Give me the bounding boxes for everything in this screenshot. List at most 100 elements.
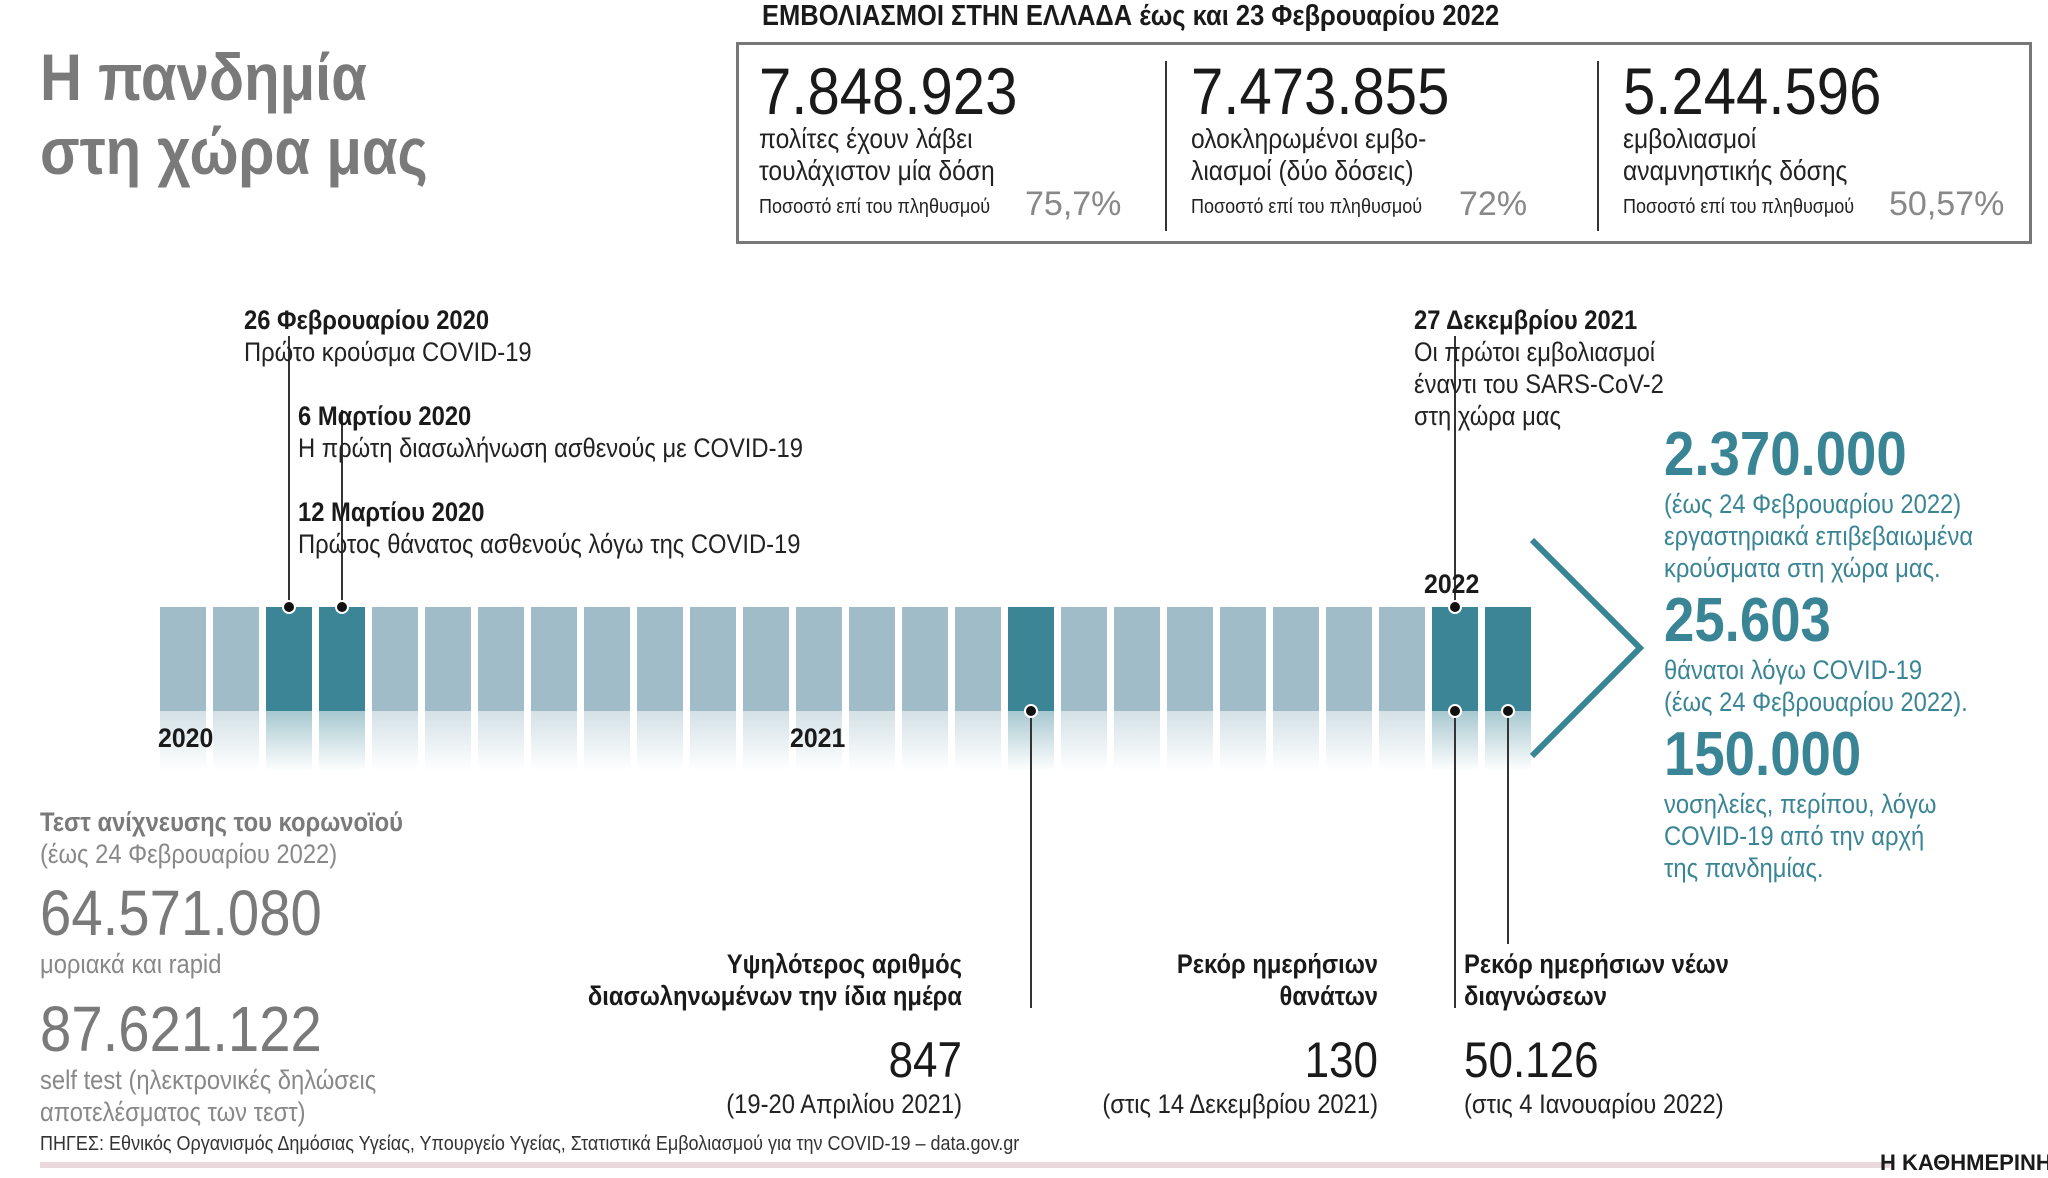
tests-number-self-test: 87.621.122 bbox=[40, 993, 322, 1065]
total-text-line: θάνατοι λόγω COVID-19 bbox=[1664, 655, 1923, 685]
chevron-icon bbox=[1529, 537, 1645, 759]
total-text-line: κρούσματα στη χώρα μας. bbox=[1664, 553, 1941, 583]
vaccination-description: ολοκληρωμένοι εμβο- λιασμοί (δύο δόσεις) bbox=[1191, 123, 1561, 187]
timeline-month-bar bbox=[1432, 607, 1478, 711]
publisher-logo: Η ΚΑΘΗΜΕΡΙΝΗ bbox=[1880, 1150, 2048, 1175]
vaccination-description-line: τουλάχιστον μία δόση bbox=[759, 155, 995, 186]
year-label-2020: 2020 bbox=[158, 723, 214, 753]
timeline-month-bar-reflection bbox=[1114, 711, 1160, 771]
vaccination-percent-label: Ποσοστό επί του πληθυσμού bbox=[1623, 196, 1855, 218]
vaccination-description-line: πολίτες έχουν λάβει bbox=[759, 123, 973, 154]
timeline-record-dot bbox=[1448, 704, 1462, 718]
timeline-month-bar-reflection bbox=[425, 711, 471, 771]
vaccination-description-line: αναμνηστικής δόσης bbox=[1623, 155, 1848, 186]
event-text: Πρώτος θάνατος ασθενούς λόγω της COVID-1… bbox=[298, 529, 801, 559]
vaccination-percent: 75,7% bbox=[1025, 185, 1122, 223]
timeline-month-bar bbox=[1114, 607, 1160, 711]
timeline-month-bar-reflection bbox=[531, 711, 577, 771]
timeline-record-dot bbox=[1501, 704, 1515, 718]
timeline-event-dot bbox=[1448, 600, 1462, 614]
timeline-month-bar bbox=[849, 607, 895, 711]
record-note: (19-20 Απριλίου 2021) bbox=[726, 1089, 962, 1119]
total-number: 25.603 bbox=[1664, 586, 1831, 655]
timeline-month-bar-reflection bbox=[584, 711, 630, 771]
timeline-month-bar bbox=[213, 607, 259, 711]
tests-text-line: αποτελέσματος των τεστ) bbox=[40, 1097, 306, 1127]
event-text-line: στη χώρα μας bbox=[1414, 401, 1561, 431]
tests-text-line: self test (ηλεκτρονικές δηλώσεις bbox=[40, 1065, 377, 1095]
total-deaths: 25.603 θάνατοι λόγω COVID-19 (έως 24 Φεβ… bbox=[1664, 588, 2009, 718]
vaccinations-heading-rest: έως και 23 Φεβρουαρίου 2022 bbox=[1132, 0, 1500, 32]
total-text-line: (έως 24 Φεβρουαρίου 2022). bbox=[1664, 687, 1968, 717]
timeline-month-bar bbox=[637, 607, 683, 711]
timeline-event-first-intubation: 6 Μαρτίου 2020 Η πρώτη διασωλήνωση ασθεν… bbox=[298, 400, 872, 464]
total-cases: 2.370.000 (έως 24 Φεβρουαρίου 2022) εργα… bbox=[1664, 422, 2015, 584]
timeline-connectors bbox=[282, 336, 1515, 1008]
timeline-event-first-death: 12 Μαρτίου 2020 Πρώτος θάνατος ασθενούς … bbox=[298, 496, 869, 560]
vaccinations-box: 7.848.923 πολίτες έχουν λάβει τουλάχιστο… bbox=[736, 42, 2032, 244]
vaccination-description-line: εμβολιασμοί bbox=[1623, 123, 1757, 154]
record-number: 847 bbox=[888, 1032, 962, 1088]
record-number: 50.126 bbox=[1464, 1032, 1599, 1088]
page-title: Η πανδημία στη χώρα μας bbox=[40, 40, 480, 188]
timeline-month-bar bbox=[1485, 607, 1531, 711]
timeline-month-bars bbox=[160, 607, 1531, 771]
timeline-month-bar bbox=[1220, 607, 1266, 711]
total-text-line: νοσηλείες, περίπου, λόγω bbox=[1664, 789, 1937, 819]
timeline-month-bar-reflection bbox=[213, 711, 259, 771]
timeline-month-bar-reflection bbox=[1379, 711, 1425, 771]
year-label-2022: 2022 bbox=[1424, 569, 1480, 599]
event-text: Η πρώτη διασωλήνωση ασθενούς με COVID-19 bbox=[298, 433, 803, 463]
timeline-month-bar-reflection bbox=[690, 711, 736, 771]
page-title-line1: Η πανδημία bbox=[40, 40, 368, 114]
event-text: Πρώτο κρούσμα COVID-19 bbox=[244, 337, 532, 367]
vaccination-divider bbox=[1165, 61, 1167, 231]
page-title-line2: στη χώρα μας bbox=[40, 114, 428, 188]
vaccination-description: πολίτες έχουν λάβει τουλάχιστον μία δόση bbox=[759, 123, 1129, 187]
vaccination-stat-two-doses: 7.473.855 ολοκληρωμένοι εμβο- λιασμοί (δ… bbox=[1171, 45, 1601, 241]
event-text-line: έναντι του SARS-CoV-2 bbox=[1414, 369, 1664, 399]
total-text-line: της πανδημίας. bbox=[1664, 853, 1824, 883]
record-number: 130 bbox=[1304, 1032, 1378, 1088]
timeline-month-bar-reflection bbox=[1273, 711, 1319, 771]
timeline-month-bar-reflection bbox=[266, 711, 312, 771]
total-text-line: (έως 24 Φεβρουαρίου 2022) bbox=[1664, 489, 1962, 519]
record-deaths: Ρεκόρ ημερήσιων θανάτων 130 (στις 14 Δεκ… bbox=[958, 948, 1378, 1120]
timeline-month-bar-reflection bbox=[319, 711, 365, 771]
sources-note: ΠΗΓΕΣ: Εθνικός Οργανισμός Δημόσιας Υγεία… bbox=[40, 1133, 1020, 1155]
timeline-month-bar-reflection bbox=[849, 711, 895, 771]
timeline-month-bar bbox=[319, 607, 365, 711]
timeline-month-bar-reflection bbox=[1167, 711, 1213, 771]
timeline-month-bar-reflection bbox=[902, 711, 948, 771]
vaccination-number: 7.473.855 bbox=[1191, 54, 1450, 128]
vaccination-divider bbox=[1597, 61, 1599, 231]
tests-subtitle: (έως 24 Φεβρουαρίου 2022) bbox=[40, 839, 338, 869]
timeline-month-bar bbox=[1061, 607, 1107, 711]
total-number: 2.370.000 bbox=[1664, 420, 1907, 489]
timeline-month-bar-reflection bbox=[637, 711, 683, 771]
timeline-month-bar-reflection bbox=[955, 711, 1001, 771]
record-label-line: Ρεκόρ ημερήσιων bbox=[1176, 949, 1378, 979]
timeline-month-bar-reflection bbox=[743, 711, 789, 771]
timeline-month-bar-reflection bbox=[1326, 711, 1372, 771]
timeline-month-bar bbox=[1326, 607, 1372, 711]
timeline-event-dot bbox=[282, 600, 296, 614]
record-label-line: Υψηλότερος αριθμός bbox=[726, 949, 962, 979]
timeline-month-bar bbox=[690, 607, 736, 711]
vaccination-percent-label: Ποσοστό επί του πληθυσμού bbox=[759, 196, 991, 218]
timeline-month-bar bbox=[425, 607, 471, 711]
event-date: 26 Φεβρουαρίου 2020 bbox=[244, 305, 490, 335]
timeline-event-first-case: 26 Φεβρουαρίου 2020 Πρώτο κρούσμα COVID-… bbox=[244, 304, 571, 368]
timeline-month-bar bbox=[796, 607, 842, 711]
timeline-month-bar bbox=[1379, 607, 1425, 711]
total-hospitalizations: 150.000 νοσηλείες, περίπου, λόγω COVID-1… bbox=[1664, 722, 1974, 884]
timeline-month-bar-reflection bbox=[1061, 711, 1107, 771]
vaccination-number: 7.848.923 bbox=[759, 54, 1018, 128]
vaccination-percent-label: Ποσοστό επί του πληθυσμού bbox=[1191, 196, 1423, 218]
record-note: (στις 4 Ιανουαρίου 2022) bbox=[1464, 1089, 1724, 1119]
timeline-month-bar bbox=[584, 607, 630, 711]
record-label-line: θανάτων bbox=[1279, 981, 1378, 1011]
total-text-line: COVID-19 από την αρχή bbox=[1664, 821, 1925, 851]
tests-text-line: μοριακά και rapid bbox=[40, 949, 222, 979]
timeline-month-bar bbox=[1008, 607, 1054, 711]
